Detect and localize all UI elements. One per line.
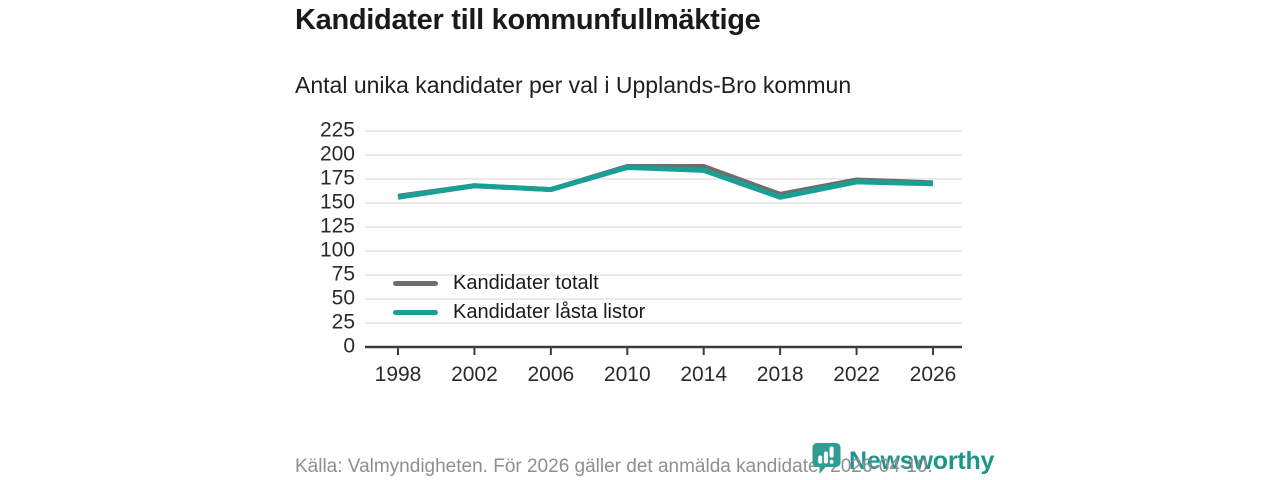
x-tick-label: 1998 [375,363,422,386]
y-tick-label: 150 [320,191,355,214]
legend-label-locked-lists: Kandidater låsta listor [453,301,646,323]
chart-legend: Kandidater totalt Kandidater låsta listo… [393,269,645,327]
y-tick-label: 75 [332,263,355,286]
y-tick-label: 100 [320,239,355,262]
x-tick-label: 2010 [604,363,651,386]
y-tick-label: 50 [332,287,355,310]
chart-subtitle: Antal unika kandidater per val i Uppland… [295,72,852,98]
x-tick-label: 2002 [451,363,498,386]
legend-item-total: Kandidater totalt [393,269,645,298]
x-tick-label: 2026 [910,363,957,386]
y-tick-label: 0 [343,335,355,358]
x-tick-label: 2014 [680,363,727,386]
bar-mid [823,451,828,464]
x-tick-label: 2006 [527,363,574,386]
x-tick-label: 2018 [757,363,804,386]
y-tick-label: 225 [320,119,355,142]
y-tick-label: 175 [320,167,355,190]
y-tick-label: 200 [320,143,355,166]
y-tick-label: 125 [320,215,355,238]
newsworthy-logo-icon [812,443,841,474]
x-tick-label: 2022 [833,363,880,386]
exclamation-dot [829,459,834,464]
bar-short [818,455,823,464]
legend-swatch-total [393,281,438,286]
newsworthy-wordmark: Newsworthy [849,447,995,475]
page-title: Kandidater till kommunfullmäktige [295,4,761,36]
bar-exclamation [829,446,834,458]
legend-item-locked-lists: Kandidater låsta listor [393,298,645,327]
legend-swatch-locked-lists [393,310,438,315]
chart-area: 0 25 50 75 100 125 150 175 200 225 1998 2002 2006 201… [295,115,985,400]
series-line [397,164,934,200]
source-note: Källa: Valmyndigheten. För 2026 gäller d… [295,456,933,477]
y-tick-label: 25 [332,311,355,334]
legend-label-total: Kandidater totalt [453,272,599,294]
